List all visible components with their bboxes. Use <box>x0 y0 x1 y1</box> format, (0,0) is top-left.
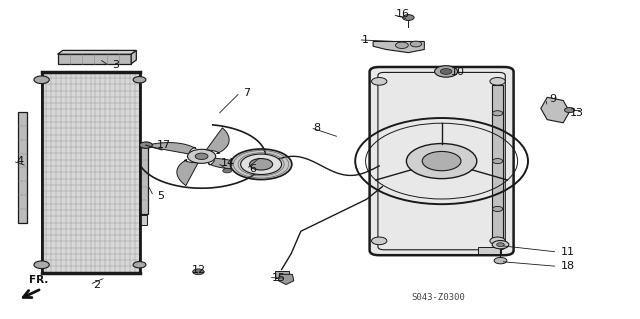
Circle shape <box>195 153 208 160</box>
Polygon shape <box>131 50 136 64</box>
Text: 11: 11 <box>561 247 575 257</box>
Circle shape <box>140 142 152 148</box>
Circle shape <box>403 15 414 20</box>
Circle shape <box>188 149 216 163</box>
Bar <box>18 112 27 223</box>
FancyBboxPatch shape <box>369 67 513 255</box>
Text: 6: 6 <box>250 164 257 174</box>
Bar <box>479 247 501 254</box>
Text: 4: 4 <box>16 156 23 166</box>
Text: 9: 9 <box>549 94 556 104</box>
Bar <box>140 147 148 214</box>
Text: 7: 7 <box>243 87 250 98</box>
Circle shape <box>230 149 292 180</box>
Circle shape <box>440 69 452 74</box>
Polygon shape <box>177 160 198 186</box>
Text: 12: 12 <box>192 264 206 275</box>
Circle shape <box>493 206 503 211</box>
Circle shape <box>422 152 461 171</box>
Bar <box>275 271 289 278</box>
Circle shape <box>493 111 503 116</box>
Polygon shape <box>541 97 570 123</box>
Text: 8: 8 <box>314 122 321 133</box>
Polygon shape <box>58 50 136 54</box>
Text: 14: 14 <box>221 158 235 168</box>
Text: 13: 13 <box>570 108 584 118</box>
Circle shape <box>371 237 387 245</box>
Polygon shape <box>206 128 229 153</box>
Circle shape <box>133 262 146 268</box>
Circle shape <box>193 269 204 275</box>
Circle shape <box>34 261 49 269</box>
Text: 16: 16 <box>396 9 410 19</box>
Bar <box>58 54 131 64</box>
Bar <box>493 85 503 238</box>
Circle shape <box>241 154 282 174</box>
Text: 2: 2 <box>93 279 100 290</box>
Text: S043-Z0300: S043-Z0300 <box>412 293 465 302</box>
Text: 5: 5 <box>157 191 164 201</box>
Text: 1: 1 <box>362 35 369 45</box>
Text: 17: 17 <box>157 140 171 150</box>
Circle shape <box>396 42 408 48</box>
Text: 10: 10 <box>451 67 465 77</box>
Text: 15: 15 <box>272 272 286 283</box>
Circle shape <box>435 66 458 77</box>
Polygon shape <box>278 274 294 285</box>
Text: 3: 3 <box>112 60 119 70</box>
Bar <box>42 72 140 273</box>
Polygon shape <box>373 41 424 53</box>
Text: FR.: FR. <box>29 275 48 285</box>
Polygon shape <box>209 158 260 169</box>
Text: 18: 18 <box>561 261 575 271</box>
Circle shape <box>371 78 387 85</box>
Bar <box>140 215 147 225</box>
Circle shape <box>497 243 504 247</box>
Circle shape <box>490 78 506 85</box>
Circle shape <box>564 108 575 113</box>
Circle shape <box>34 76 49 84</box>
Circle shape <box>406 144 477 179</box>
Circle shape <box>494 257 507 264</box>
Bar <box>42 72 140 273</box>
Circle shape <box>410 41 422 47</box>
Polygon shape <box>145 143 196 154</box>
Circle shape <box>490 237 506 245</box>
Circle shape <box>492 241 509 249</box>
Circle shape <box>133 77 146 83</box>
Circle shape <box>223 168 232 173</box>
Circle shape <box>493 159 503 164</box>
Circle shape <box>250 159 273 170</box>
